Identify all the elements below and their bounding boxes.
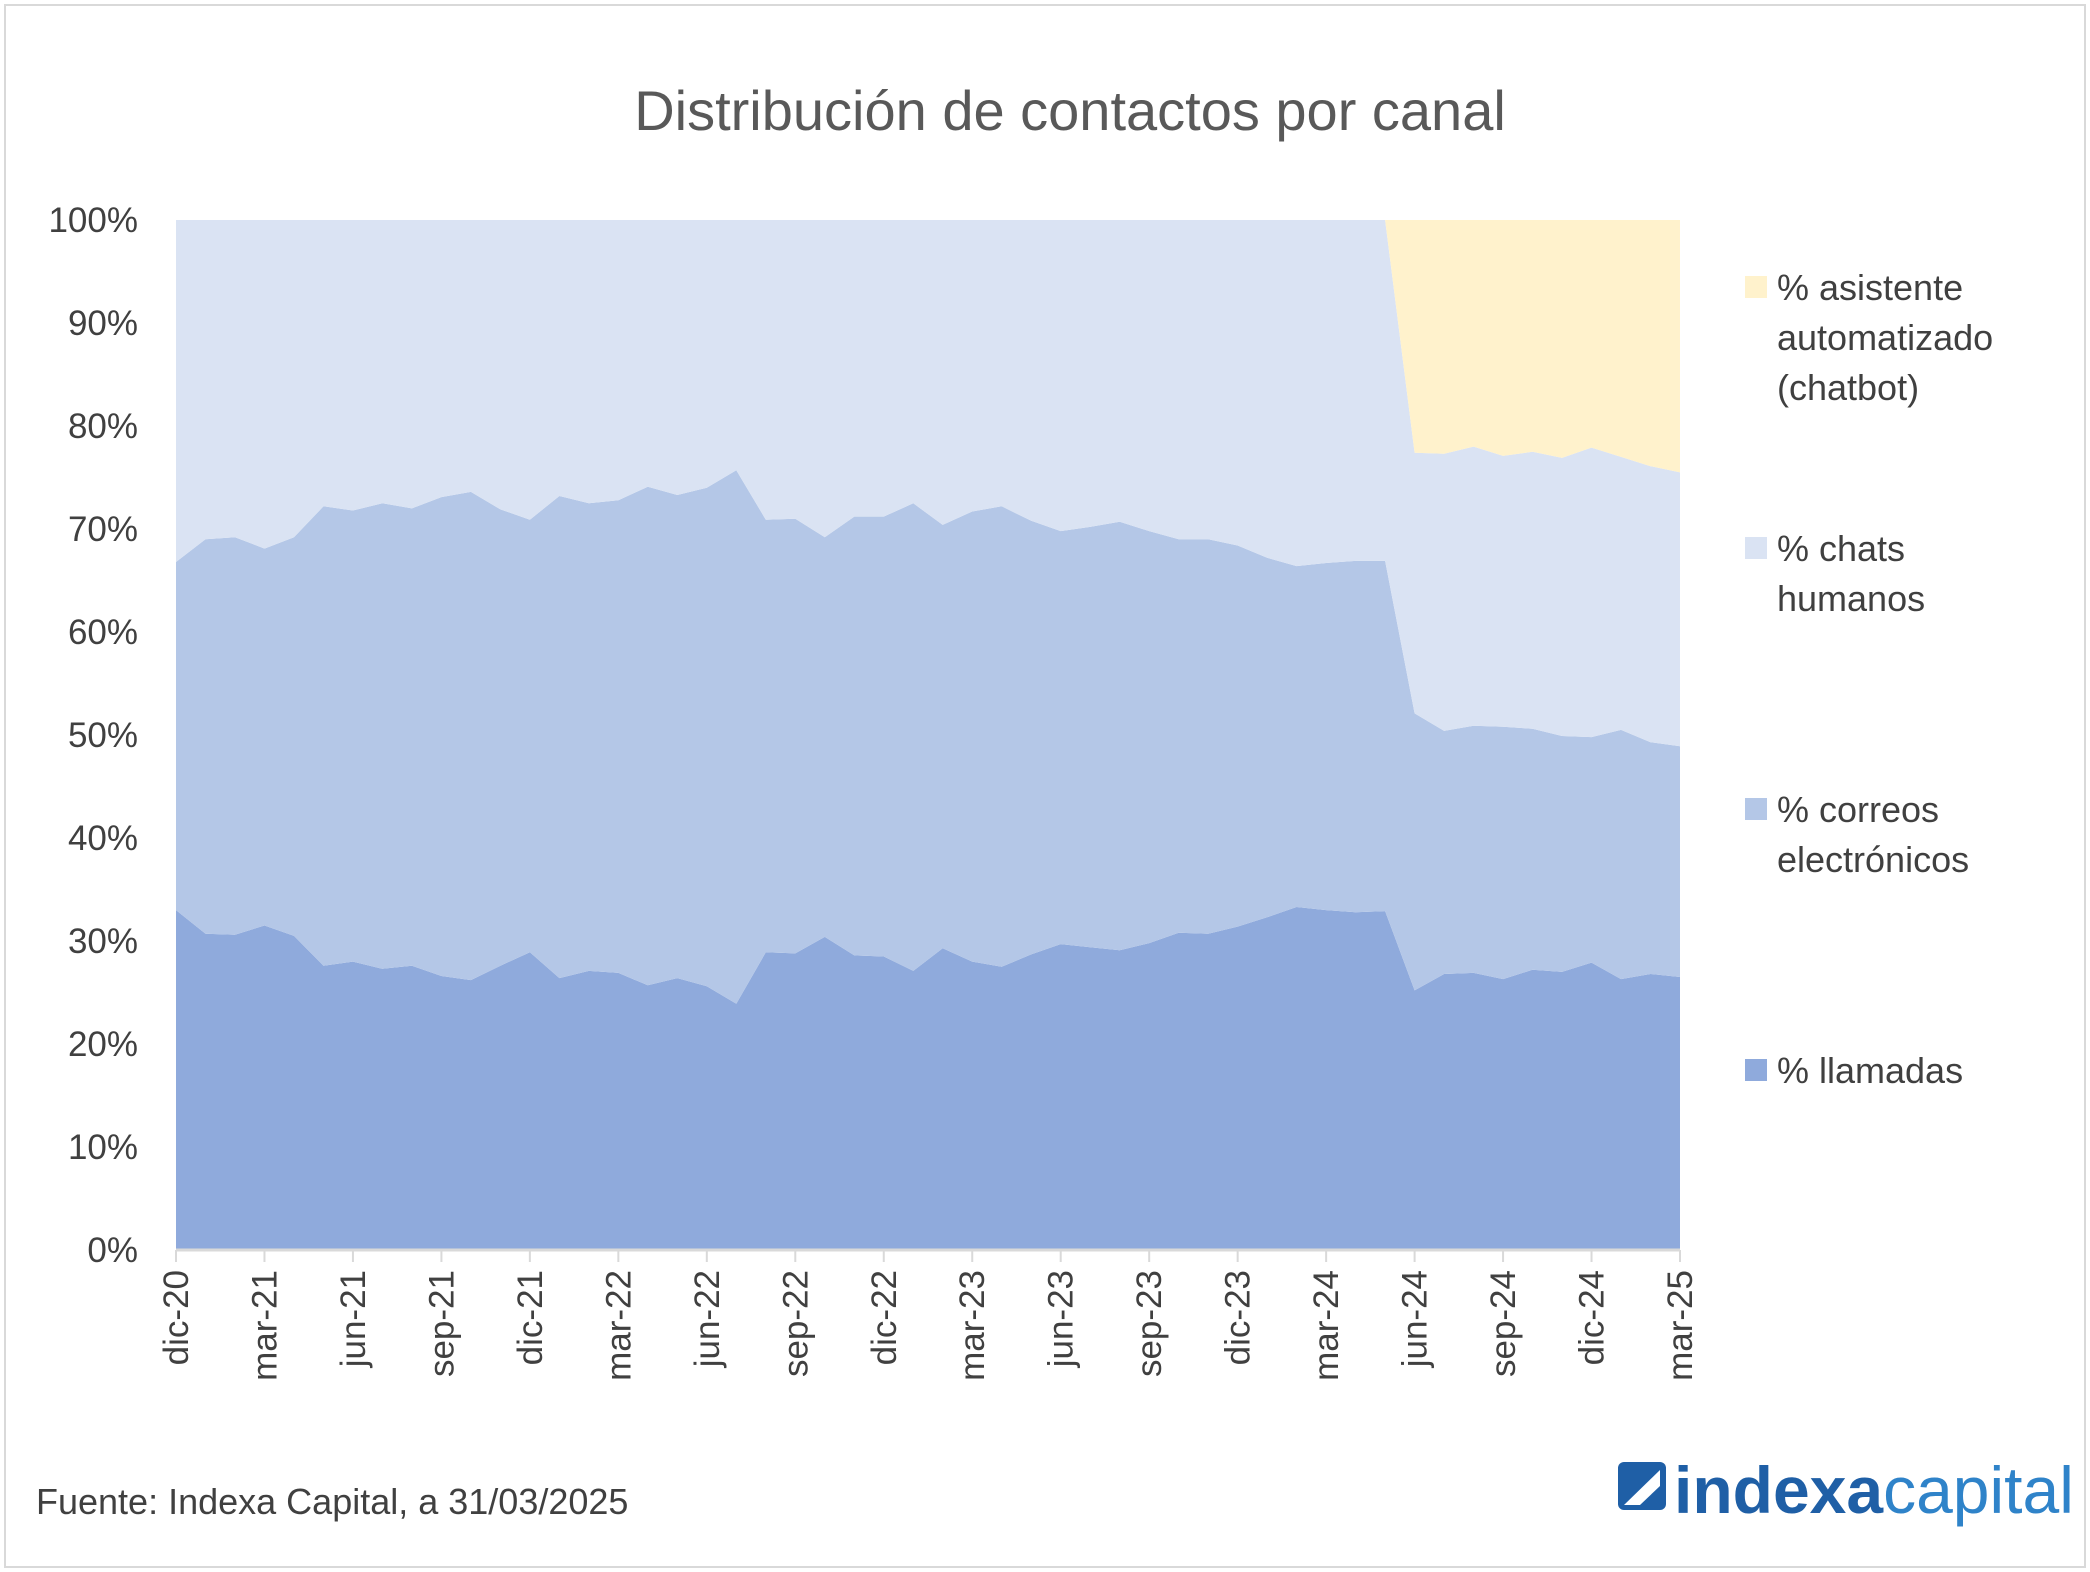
logo-mark-stripe [1624,1470,1660,1505]
x-tick-label: mar-25 [1661,1270,1700,1381]
legend-label: (chatbot) [1777,367,1919,408]
y-tick-label: 40% [68,819,138,858]
logo-text: indexacapital [1674,1453,2074,1527]
area-series-0 [176,907,1680,1250]
y-tick-label: 50% [68,716,138,755]
area-series-3 [176,220,1680,473]
legend-label: electrónicos [1777,839,1969,880]
x-tick-label: dic-23 [1219,1270,1258,1365]
y-tick-label: 90% [68,304,138,343]
x-tick-label: jun-23 [1042,1270,1081,1368]
legend-swatch [1745,537,1767,559]
indexa-logo: indexacapital [1618,1453,2074,1527]
x-tick-label: sep-22 [776,1270,815,1377]
y-tick-label: 30% [68,922,138,961]
legend-label: % llamadas [1777,1050,1963,1091]
x-tick-label: sep-24 [1484,1270,1523,1377]
legend-swatch [1745,1059,1767,1081]
x-tick-label: jun-24 [1396,1270,1435,1368]
legend-label: % asistente [1777,267,1963,308]
y-tick-label: 80% [68,407,138,446]
y-tick-label: 10% [68,1128,138,1167]
x-tick-label: mar-22 [599,1270,638,1381]
y-tick-label: 70% [68,510,138,549]
y-tick-label: 0% [87,1231,138,1270]
y-tick-label: 100% [48,201,138,240]
legend-label: % chats [1777,528,1905,569]
legend-swatch [1745,798,1767,820]
x-tick-label: dic-24 [1573,1270,1612,1365]
area-series-2 [176,220,1680,747]
x-tick-label: jun-21 [334,1270,373,1368]
chart-title: Distribución de contactos por canal [634,79,1506,142]
x-tick-label: sep-21 [422,1270,461,1377]
y-tick-label: 20% [68,1025,138,1064]
legend: % asistente automatizado (chatbot) % chats h… [1745,267,1993,1091]
legend-label: automatizado [1777,317,1993,358]
y-tick-label: 60% [68,613,138,652]
x-tick-label: dic-21 [511,1270,550,1365]
x-tick-label: jun-22 [688,1270,727,1368]
legend-label: humanos [1777,578,1925,619]
x-tick-label: dic-22 [865,1270,904,1365]
x-tick-label: sep-23 [1130,1270,1169,1377]
legend-swatch [1745,276,1767,298]
x-axis-ticks: dic-20 mar-21 jun-21 sep-21 dic-21 mar-22 jun-… [157,1250,1700,1381]
source-note: Fuente: Indexa Capital, a 31/03/2025 [36,1481,628,1522]
legend-label: % correos [1777,789,1939,830]
logo-mark-icon [1618,1462,1666,1510]
y-axis-ticks: 0% 10% 20% 30% 40% 50% 60% 70% 80% 90% 100% [48,201,138,1270]
x-tick-label: dic-20 [157,1270,196,1365]
x-tick-label: mar-24 [1307,1270,1346,1381]
plot-areas [176,220,1680,1250]
area-series-1 [176,470,1680,1004]
x-tick-label: mar-23 [953,1270,992,1381]
x-tick-label: mar-21 [246,1270,285,1381]
